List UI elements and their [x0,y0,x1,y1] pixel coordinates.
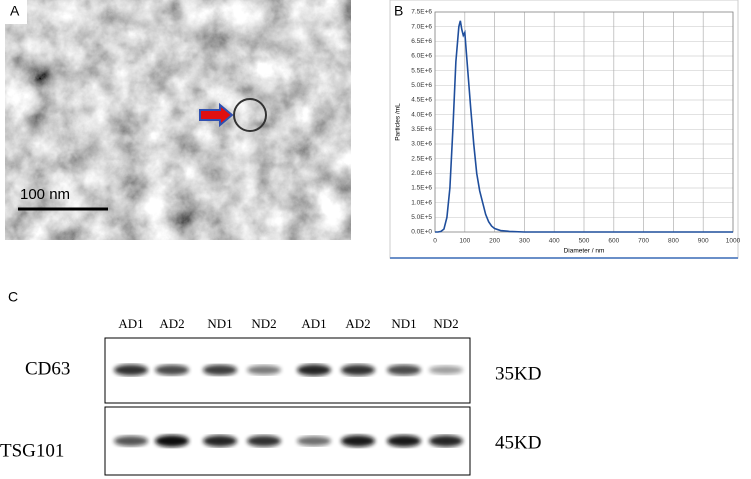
lane-label: AD1 [301,316,326,331]
band [114,435,148,447]
y-tick-label: 2.5E+6 [411,155,432,162]
band [341,435,375,447]
arrow [199,102,234,128]
tem-texture [5,0,351,240]
y-tick-label: 3.5E+6 [411,126,432,133]
x-tick-label: 800 [668,238,679,245]
x-tick-label: 0 [433,238,437,245]
size-label: 35KD [495,363,541,384]
scale-bar-label: 100 nm [20,186,70,203]
band [155,435,189,447]
y-tick-label: 1.0E+6 [411,199,432,206]
panel-label: A [10,3,20,19]
vesicle [233,98,267,132]
band [429,435,463,447]
chart: B Diameter / nm Particles /mL 0.0E+0 5.0E… [389,0,741,259]
band [387,435,421,447]
data-line [435,20,733,233]
lane-label: ND2 [251,316,276,331]
y-tick-label: 5.0E+5 [411,214,432,221]
x-tick-label: 100 [459,238,470,245]
x-tick-label: 400 [549,238,560,245]
lane-label: AD2 [345,316,370,331]
band [247,435,281,447]
panel-label: B [394,3,403,19]
y-tick-label: 4.5E+6 [411,97,432,104]
blot: AD1 AD2 ND1 ND2 AD1 AD2 ND1 ND2 CD63 35KD TSG101 45… [0,316,541,461]
y-tick-label: 7.0E+6 [411,23,432,30]
size-label: 45KD [495,432,541,453]
y-tick-label: 5.5E+6 [411,67,432,74]
band [203,364,237,376]
band [341,364,375,376]
y-tick-label: 0.0E+0 [411,229,432,236]
y-tick-label: 2.0E+6 [411,170,432,177]
lane-label: ND2 [433,316,458,331]
y-tick-label: 7.5E+6 [411,9,432,16]
x-tick-label: 500 [579,238,590,245]
lane-label: ND1 [391,316,416,331]
band [387,364,421,376]
x-tick-label: 600 [608,238,619,245]
label-bg [5,0,27,24]
row-label: CD63 [25,358,70,379]
y-axis-label: Particles /mL [395,103,402,141]
y-tick-label: 5.0E+6 [411,82,432,89]
x-tick-label: 1000 [726,238,741,245]
y-tick-label: 1.5E+6 [411,185,432,192]
band [155,364,189,376]
band [429,365,463,375]
x-axis-label: Diameter / nm [564,248,605,255]
x-tick-label: 200 [489,238,500,245]
band [203,435,237,447]
x-tick-label: 900 [698,238,709,245]
lane-label: ND1 [207,316,232,331]
band [297,436,331,446]
y-tick-label: 6.0E+6 [411,53,432,60]
band [114,364,148,376]
row-label: TSG101 [0,440,64,461]
x-tick-label: 700 [638,238,649,245]
lane-label: AD1 [118,316,143,331]
y-tick-label: 6.5E+6 [411,38,432,45]
y-tick-label: 4.0E+6 [411,111,432,118]
x-tick-label: 300 [519,238,530,245]
y-tick-label: 3.0E+6 [411,141,432,148]
band [297,364,331,376]
panel-label: C [8,289,18,305]
band [247,365,281,375]
lane-label: AD2 [159,316,184,331]
